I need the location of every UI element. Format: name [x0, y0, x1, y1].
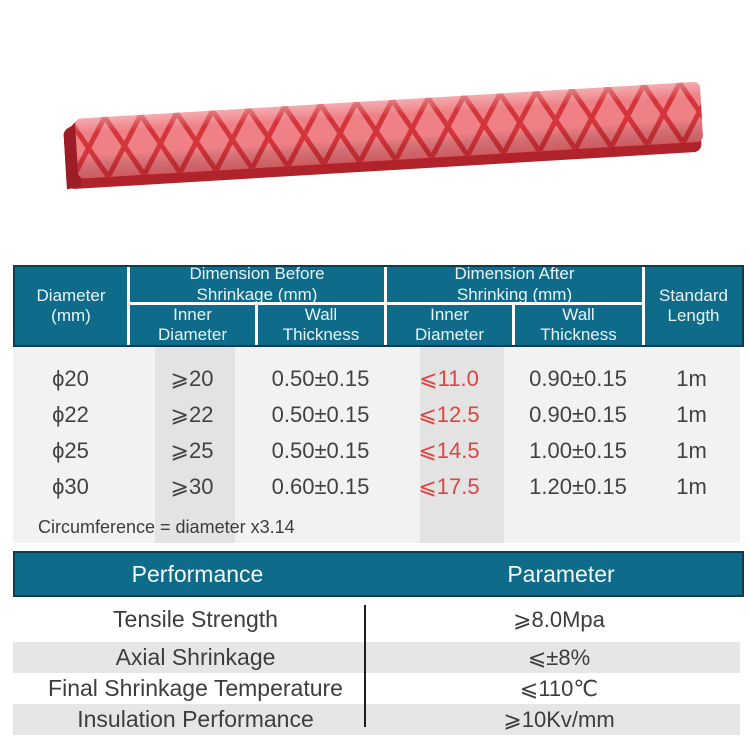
inner-before-value: ⩾22	[170, 402, 214, 427]
col-header-inner-diameter-before: Inner Diameter	[130, 305, 258, 345]
circumference-note: Circumference = diameter x3.14	[38, 517, 295, 537]
table-row: ϕ20 ⩾20 0.50±0.15 ⩽11.0 0.90±0.15 1m	[13, 361, 740, 397]
col-header-inner-diameter-after: Inner Diameter	[387, 305, 515, 345]
wall-before-value: 0.50±0.15	[271, 402, 370, 427]
inner-after-value: ⩽11.0	[419, 366, 479, 391]
diameter-value: ϕ22	[52, 402, 89, 427]
col-header-wall-thickness-before: Wall Thickness	[258, 305, 387, 345]
performance-header-label: Performance	[131, 560, 264, 587]
performance-column-divider	[364, 605, 366, 727]
wall-before-value: 0.60±0.15	[271, 474, 370, 499]
wall-after-value: 1.20±0.15	[529, 474, 627, 499]
performance-name: Final Shrinkage Temperature	[48, 675, 343, 701]
wall-before-value: 0.50±0.15	[271, 438, 370, 463]
col-group-before-shrinkage: Dimension Before Shrinkage (mm)	[130, 264, 387, 305]
inner-before-value: ⩾25	[170, 438, 214, 463]
table-row: ϕ22 ⩾22 0.50±0.15 ⩽12.5 0.90±0.15 1m	[13, 397, 740, 433]
wall-after-value: 1.00±0.15	[529, 438, 627, 463]
red-heat-shrink-tube-photo	[63, 82, 703, 190]
wall-before-value: 0.50±0.15	[271, 366, 370, 391]
inner-after-value: ⩽14.5	[418, 438, 480, 463]
table-row: ϕ30 ⩾30 0.60±0.15 ⩽17.5 1.20±0.15 1m	[13, 469, 740, 505]
standard-length-value: 1m	[676, 474, 707, 499]
performance-row: Axial Shrinkage ⩽±8%	[13, 642, 740, 673]
performance-value: ⩾10Kv/mm	[503, 706, 615, 732]
performance-name: Axial Shrinkage	[115, 644, 276, 670]
diameter-value: ϕ20	[52, 366, 89, 391]
dimension-table-body: ϕ20 ⩾20 0.50±0.15 ⩽11.0 0.90±0.15 1m ϕ22…	[13, 347, 740, 543]
wall-after-value: 0.90±0.15	[529, 402, 627, 427]
standard-length-value: 1m	[676, 366, 707, 391]
performance-value: ⩽110℃	[519, 675, 599, 701]
performance-row: Tensile Strength ⩾8.0Mpa	[13, 597, 740, 642]
performance-name: Tensile Strength	[113, 606, 278, 632]
table-row: ϕ25 ⩾25 0.50±0.15 ⩽14.5 1.00±0.15 1m	[13, 433, 740, 469]
performance-row: Insulation Performance ⩾10Kv/mm	[13, 704, 740, 735]
diameter-value: ϕ25	[52, 438, 89, 463]
inner-diameter-after-column-stripe	[420, 347, 504, 543]
dimension-rows: ϕ20 ⩾20 0.50±0.15 ⩽11.0 0.90±0.15 1m ϕ22…	[13, 361, 740, 505]
inner-after-value: ⩽12.5	[418, 402, 480, 427]
inner-before-value: ⩾30	[170, 474, 214, 499]
col-header-wall-thickness-after: Wall Thickness	[515, 305, 645, 345]
performance-value: ⩾8.0Mpa	[513, 606, 605, 632]
diameter-value: ϕ30	[52, 474, 89, 499]
inner-diameter-before-column-stripe	[155, 347, 235, 543]
col-header-diameter: Diameter (mm)	[15, 267, 130, 345]
standard-length-value: 1m	[676, 402, 707, 427]
wall-after-value: 0.90±0.15	[529, 366, 627, 391]
standard-length-value: 1m	[676, 438, 707, 463]
parameter-header-label: Parameter	[507, 560, 615, 587]
inner-after-value: ⩽17.5	[418, 474, 480, 499]
dimension-table-header: Diameter (mm) Dimension Before Shrinkage…	[13, 264, 744, 347]
performance-row: Final Shrinkage Temperature ⩽110℃	[13, 673, 740, 704]
inner-before-value: ⩾20	[170, 366, 214, 391]
performance-name: Insulation Performance	[77, 706, 314, 732]
col-header-standard-length: Standard Length	[645, 267, 742, 345]
performance-value: ⩽±8%	[527, 644, 591, 670]
performance-table-header: Performance Parameter	[13, 551, 744, 597]
col-group-after-shrinking: Dimension After Shrinking (mm)	[387, 264, 645, 305]
performance-table-body: Tensile Strength ⩾8.0Mpa Axial Shrinkage…	[13, 597, 740, 735]
